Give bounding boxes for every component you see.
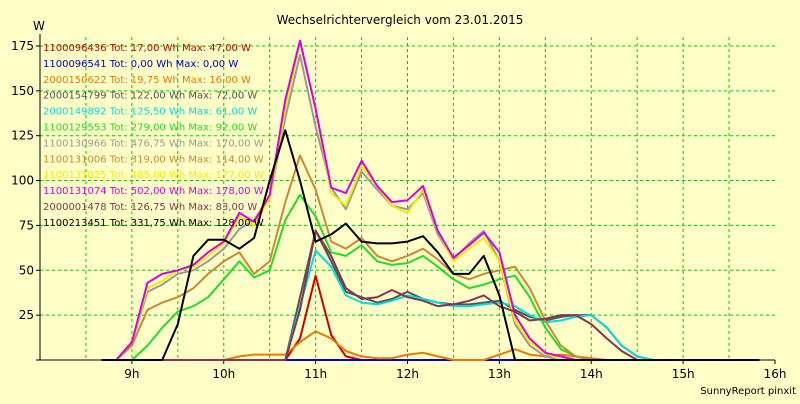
legend-entry-2000001478: 2000001478 Tot: 126,75 Wh Max: 83,00 W [43, 202, 257, 213]
x-tick-label: 16h [764, 367, 787, 381]
series-line-1100096436 [101, 274, 760, 361]
legend-entry-1100131006: 1100131006 Tot: 319,00 Wh Max: 114,00 W [43, 154, 264, 165]
series-layer [101, 39, 760, 361]
series-line-1100131074 [101, 39, 760, 361]
legend-entry-1100213451: 1100213451 Tot: 331,75 Wh Max: 128,00 W [43, 218, 264, 229]
axes-layer: 25 50 75 100 125 150 175 9h 10h 11h 12h 13h 14h 15h 16… [11, 34, 786, 381]
legend-entry-1100131025: 1100131025 Tot: 485,00 Wh Max: 177,00 W [43, 170, 264, 181]
y-axis-label: W [33, 19, 45, 33]
legend-entry-2000149892: 2000149892 Tot: 125,50 Wh Max: 61,00 W [43, 107, 257, 118]
series-line-2000150622 [101, 330, 760, 361]
legend-entry-1100130966: 1100130966 Tot: 476,75 Wh Max: 170,00 W [43, 138, 264, 149]
y-tick-label: 100 [11, 174, 34, 188]
y-tick-label: 125 [11, 129, 34, 143]
legend-entry-2000150622: 2000150622 Tot: 19,75 Wh Max: 16,00 W [43, 75, 251, 86]
footer-text: SunnyReport pinxit [700, 386, 796, 397]
legend: 1100096436 Tot: 17,00 Wh Max: 47,00 W 110… [43, 43, 264, 229]
chart-title: Wechselrichtervergleich vom 23.01.2015 [277, 13, 524, 27]
x-tick-label: 9h [124, 367, 139, 381]
legend-entry-1100096541: 1100096541 Tot: 0,00 Wh Max: 0,00 W [43, 59, 238, 70]
x-tick-label: 11h [304, 367, 327, 381]
series-line-1100213451 [101, 129, 760, 361]
y-tick-label: 175 [11, 39, 34, 53]
x-tick-label: 15h [672, 367, 695, 381]
y-tick-label: 25 [19, 308, 34, 322]
grid-layer [40, 37, 775, 360]
series-line-2000001478 [101, 229, 760, 361]
x-tick-label: 14h [580, 367, 603, 381]
legend-entry-1100096436: 1100096436 Tot: 17,00 Wh Max: 47,00 W [43, 43, 251, 54]
y-tick-label: 150 [11, 84, 34, 98]
y-tick-label: 75 [19, 218, 34, 232]
x-tick-label: 10h [212, 367, 235, 381]
legend-entry-1100131074: 1100131074 Tot: 502,00 Wh Max: 178,00 W [43, 186, 264, 197]
x-tick-label: 12h [396, 367, 419, 381]
x-tick-label: 13h [488, 367, 511, 381]
y-tick-label: 50 [19, 263, 34, 277]
legend-entry-1100129553: 1100129553 Tot: 279,00 Wh Max: 92,00 W [43, 123, 257, 134]
legend-entry-2000154799: 2000154799 Tot: 122,00 Wh Max: 72,00 W [43, 91, 257, 102]
series-line-2000154799 [101, 229, 760, 361]
